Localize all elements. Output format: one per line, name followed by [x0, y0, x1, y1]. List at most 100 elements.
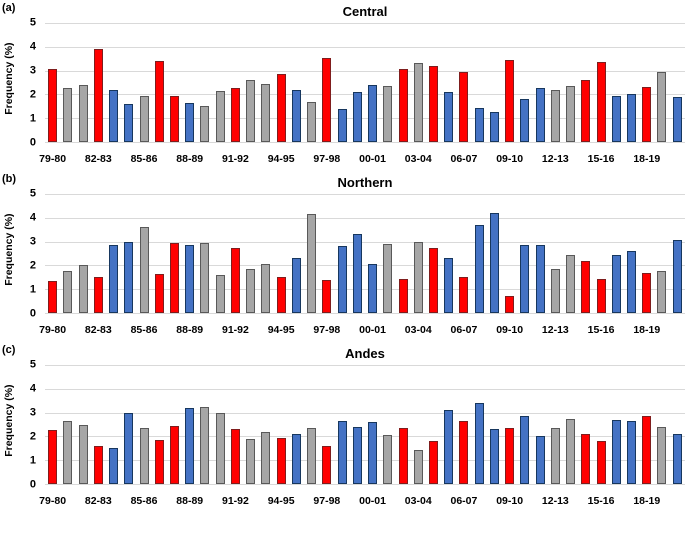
- bar-blue: [611, 254, 621, 313]
- bar-slot: [106, 365, 121, 484]
- x-tick-label: 91-92: [221, 494, 249, 507]
- bar-slot: [380, 194, 395, 313]
- bar-slot: [395, 194, 410, 313]
- chart-northern: Frequency (%) 5 4 3 2 1 0: [0, 188, 685, 320]
- bar-slot: [380, 365, 395, 484]
- bar-red: [93, 277, 103, 313]
- bar-red: [581, 434, 591, 484]
- bar-gray: [139, 95, 149, 142]
- bar-blue: [124, 241, 134, 313]
- bar-red: [230, 247, 240, 313]
- bar-red: [169, 425, 179, 484]
- bar-slot: [334, 23, 349, 142]
- bar-slot: [624, 365, 639, 484]
- bar-blue: [337, 108, 347, 142]
- bar-blue: [124, 103, 134, 142]
- bar-slot: [548, 365, 563, 484]
- bar-gray: [566, 254, 576, 313]
- x-tick-label: 82-83: [84, 152, 112, 165]
- bar-blue: [124, 412, 134, 484]
- panel-header: (c) Andes: [0, 344, 685, 365]
- y-tick-label: 4: [29, 382, 36, 395]
- panel-title-northern: Northern: [337, 175, 393, 190]
- bar-red: [642, 416, 652, 484]
- bar-blue: [185, 245, 195, 313]
- bar-blue: [185, 102, 195, 142]
- x-tick-label: 06-07: [450, 494, 478, 507]
- bar-slot: [456, 365, 471, 484]
- y-axis: Frequency (%) 5 4 3 2 1 0: [0, 188, 45, 320]
- chart-andes: Frequency (%) 5 4 3 2 1 0: [0, 359, 685, 491]
- bar-slot: [609, 194, 624, 313]
- x-tick-label: 82-83: [84, 323, 112, 336]
- y-axis-label: Frequency (%): [3, 384, 15, 457]
- panel-letter-b: (b): [2, 173, 17, 185]
- bar-slot: [563, 194, 578, 313]
- bar-gray: [657, 71, 667, 142]
- bar-red: [48, 430, 58, 484]
- x-tick-label: 00-01: [359, 323, 386, 336]
- bar-red: [230, 429, 240, 484]
- bar-red: [398, 69, 408, 142]
- bar-slot: [654, 23, 669, 142]
- bar-blue: [627, 94, 637, 142]
- panel-central: (a) Central Frequency (%) 5 4 3 2 1 0 79-80 82…: [0, 2, 685, 165]
- bar-slot: [60, 194, 75, 313]
- gridline: [45, 94, 685, 96]
- bar-slot: [350, 23, 365, 142]
- bar-slot: [624, 23, 639, 142]
- bar-red: [154, 273, 164, 313]
- bar-gray: [246, 268, 256, 313]
- x-tick-label: 91-92: [221, 152, 249, 165]
- bar-gray: [383, 243, 393, 313]
- bar-slot: [60, 23, 75, 142]
- bar-gray: [215, 412, 225, 484]
- bar-slot: [365, 194, 380, 313]
- bar-slot: [197, 23, 212, 142]
- y-tick-label: 1: [29, 112, 36, 125]
- bar-red: [230, 88, 240, 142]
- bar-gray: [139, 428, 149, 484]
- bar-slot: [136, 365, 151, 484]
- x-tick-label: 79-80: [39, 494, 67, 507]
- bar-slot: [152, 365, 167, 484]
- bar-blue: [474, 107, 484, 142]
- bar-slot: [426, 23, 441, 142]
- bar-gray: [215, 90, 225, 142]
- bar-gray: [383, 86, 393, 142]
- bar-slot: [411, 365, 426, 484]
- bar-blue: [611, 95, 621, 142]
- gridline: [45, 365, 685, 366]
- bar-slot: [502, 365, 517, 484]
- gridline: [45, 460, 685, 462]
- bar-slot: [213, 23, 228, 142]
- bar-slot: [319, 194, 334, 313]
- bar-red: [276, 74, 286, 142]
- bar-red: [93, 445, 103, 484]
- bar-slot: [609, 23, 624, 142]
- bar-gray: [413, 449, 423, 484]
- x-tick-label: 18-19: [633, 323, 661, 336]
- bar-slot: [654, 194, 669, 313]
- bar-slot: [91, 365, 106, 484]
- bar-slot: [228, 365, 243, 484]
- bar-red: [459, 277, 469, 313]
- bar-gray: [261, 431, 271, 484]
- x-tick-label: 12-13: [541, 323, 569, 336]
- x-tick-label: 88-89: [176, 152, 204, 165]
- bar-slot: [517, 23, 532, 142]
- bar-slot: [197, 194, 212, 313]
- bar-blue: [368, 264, 378, 313]
- panel-title-central: Central: [342, 4, 388, 19]
- x-tick-label: 15-16: [587, 323, 615, 336]
- bar-red: [596, 62, 606, 142]
- bar-slot: [487, 365, 502, 484]
- bar-slot: [182, 365, 197, 484]
- bar-slot: [136, 23, 151, 142]
- y-tick-label: 3: [29, 64, 36, 77]
- bar-blue: [352, 92, 362, 142]
- bar-slot: [593, 365, 608, 484]
- x-tick-label: 15-16: [587, 494, 615, 507]
- bar-blue: [368, 422, 378, 484]
- bar-gray: [550, 428, 560, 484]
